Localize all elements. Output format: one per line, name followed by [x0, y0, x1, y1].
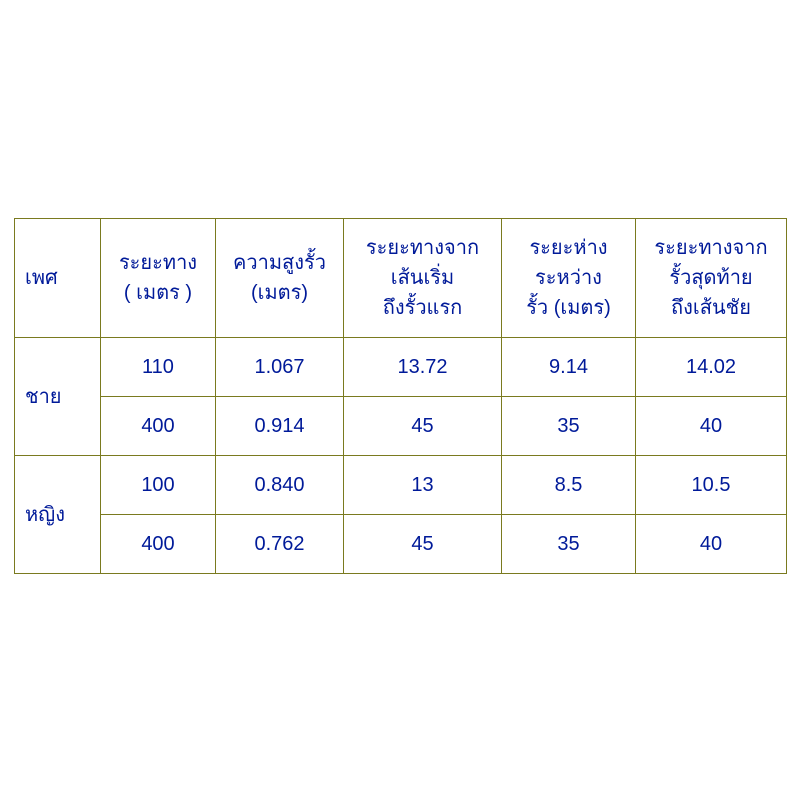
- cell-height: 0.914: [216, 397, 344, 456]
- cell-height: 1.067: [216, 338, 344, 397]
- cell-between: 35: [502, 397, 636, 456]
- header-text: ระยะห่าง: [506, 233, 631, 263]
- cell-start-to-first: 45: [344, 397, 502, 456]
- cell-distance: 400: [101, 397, 216, 456]
- cell-between: 9.14: [502, 338, 636, 397]
- col-header-hurdle-height: ความสูงรั้ว (เมตร): [216, 219, 344, 338]
- cell-last-to-finish: 14.02: [636, 338, 787, 397]
- cell-between: 8.5: [502, 456, 636, 515]
- cell-last-to-finish: 40: [636, 397, 787, 456]
- cell-start-to-first: 13.72: [344, 338, 502, 397]
- cell-distance: 110: [101, 338, 216, 397]
- col-header-distance: ระยะทาง ( เมตร ): [101, 219, 216, 338]
- cell-start-to-first: 13: [344, 456, 502, 515]
- hurdle-spec-table: เพศ ระยะทาง ( เมตร ) ความสูงรั้ว (เมตร) …: [14, 218, 787, 574]
- col-header-between-hurdles: ระยะห่าง ระหว่าง รั้ว (เมตร): [502, 219, 636, 338]
- cell-last-to-finish: 40: [636, 515, 787, 574]
- gender-cell-female: หญิง: [15, 456, 101, 574]
- cell-distance: 400: [101, 515, 216, 574]
- header-text: ถึงเส้นชัย: [640, 293, 782, 323]
- header-text: รั้วสุดท้าย: [640, 263, 782, 293]
- col-header-last-to-finish: ระยะทางจาก รั้วสุดท้าย ถึงเส้นชัย: [636, 219, 787, 338]
- table-header-row: เพศ ระยะทาง ( เมตร ) ความสูงรั้ว (เมตร) …: [15, 219, 787, 338]
- page: เพศ ระยะทาง ( เมตร ) ความสูงรั้ว (เมตร) …: [0, 0, 800, 800]
- cell-start-to-first: 45: [344, 515, 502, 574]
- header-text: ระยะทาง: [105, 248, 211, 278]
- table-row: หญิง 100 0.840 13 8.5 10.5: [15, 456, 787, 515]
- header-text: ความสูงรั้ว: [220, 248, 339, 278]
- header-text: ระหว่าง: [506, 263, 631, 293]
- header-text: ( เมตร ): [105, 278, 211, 308]
- header-text: รั้ว (เมตร): [506, 293, 631, 323]
- header-text: ระยะทางจาก: [348, 233, 497, 263]
- cell-distance: 100: [101, 456, 216, 515]
- col-header-gender: เพศ: [15, 219, 101, 338]
- header-text: (เมตร): [220, 278, 339, 308]
- table-row: 400 0.914 45 35 40: [15, 397, 787, 456]
- header-text: เส้นเริ่ม: [348, 263, 497, 293]
- cell-height: 0.762: [216, 515, 344, 574]
- gender-cell-male: ชาย: [15, 338, 101, 456]
- cell-between: 35: [502, 515, 636, 574]
- header-text: ถึงรั้วแรก: [348, 293, 497, 323]
- table-row: ชาย 110 1.067 13.72 9.14 14.02: [15, 338, 787, 397]
- cell-last-to-finish: 10.5: [636, 456, 787, 515]
- cell-height: 0.840: [216, 456, 344, 515]
- header-text: เพศ: [25, 263, 96, 293]
- col-header-start-to-first: ระยะทางจาก เส้นเริ่ม ถึงรั้วแรก: [344, 219, 502, 338]
- table-row: 400 0.762 45 35 40: [15, 515, 787, 574]
- header-text: ระยะทางจาก: [640, 233, 782, 263]
